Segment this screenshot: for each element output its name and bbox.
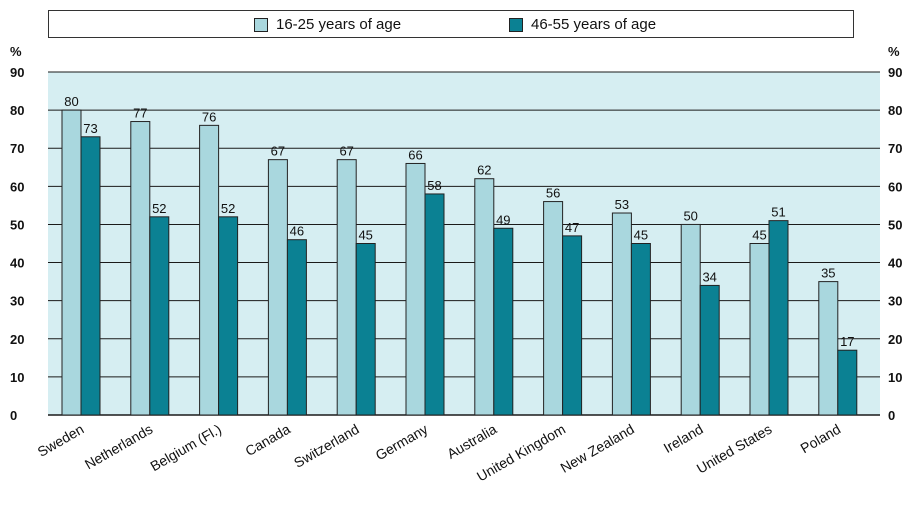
y-tick-label-right: 50 bbox=[888, 217, 902, 232]
data-label: 67 bbox=[339, 144, 353, 159]
bar bbox=[699, 284, 720, 416]
bar bbox=[630, 243, 651, 416]
bar bbox=[149, 216, 170, 416]
data-label: 49 bbox=[496, 212, 510, 227]
bar bbox=[405, 162, 426, 416]
data-label: 50 bbox=[683, 208, 697, 223]
y-tick-label-right: 30 bbox=[888, 294, 902, 309]
y-tick-label-right: 90 bbox=[888, 65, 902, 80]
bar bbox=[267, 159, 288, 416]
data-label: 46 bbox=[290, 224, 304, 239]
data-label: 51 bbox=[771, 205, 785, 220]
y-unit-left: % bbox=[10, 44, 22, 59]
data-label: 56 bbox=[546, 186, 560, 201]
data-label: 52 bbox=[152, 201, 166, 216]
bar bbox=[768, 220, 789, 416]
data-label: 45 bbox=[752, 228, 766, 243]
bar bbox=[749, 243, 770, 416]
y-tick-label-left: 90 bbox=[10, 65, 24, 80]
y-unit-right: % bbox=[888, 44, 900, 59]
y-tick-label-right: 20 bbox=[888, 332, 902, 347]
bar bbox=[837, 349, 858, 416]
bar bbox=[199, 124, 220, 416]
y-tick-label-left: 80 bbox=[10, 103, 24, 118]
x-tick-label: Sweden bbox=[35, 421, 87, 460]
legend-label-16-25: 16-25 years of age bbox=[276, 16, 402, 33]
y-tick-label-right: 80 bbox=[888, 103, 902, 118]
plot-area bbox=[48, 72, 880, 415]
data-label: 66 bbox=[408, 147, 422, 162]
bar bbox=[355, 243, 376, 416]
legend: 16-25 years of age 46-55 years of age bbox=[48, 10, 854, 38]
y-tick-label-left: 20 bbox=[10, 332, 24, 347]
y-tick-label-left: 30 bbox=[10, 294, 24, 309]
data-label: 17 bbox=[840, 334, 854, 349]
x-tick-label: Belgium (Fl.) bbox=[147, 421, 224, 475]
bar bbox=[474, 178, 495, 416]
data-label: 77 bbox=[133, 106, 147, 121]
data-label: 73 bbox=[83, 121, 97, 136]
y-tick-label-left: 0 bbox=[10, 408, 17, 423]
x-tick-label: Canada bbox=[242, 421, 293, 459]
bar bbox=[493, 227, 514, 416]
y-tick-label-left: 70 bbox=[10, 141, 24, 156]
data-label: 62 bbox=[477, 163, 491, 178]
y-tick-label-right: 10 bbox=[888, 370, 902, 385]
x-tick-label: Australia bbox=[444, 421, 499, 462]
x-tick-label: Ireland bbox=[661, 421, 706, 456]
data-label: 47 bbox=[565, 220, 579, 235]
y-tick-label-left: 10 bbox=[10, 370, 24, 385]
bar bbox=[543, 201, 564, 416]
data-label: 76 bbox=[202, 109, 216, 124]
bar bbox=[286, 239, 307, 416]
bar bbox=[218, 216, 239, 416]
bar bbox=[818, 281, 839, 416]
data-label: 34 bbox=[702, 269, 716, 284]
x-tick-label: United States bbox=[694, 421, 775, 477]
data-label: 53 bbox=[615, 197, 629, 212]
x-tick-label: New Zealand bbox=[557, 421, 636, 476]
data-label: 58 bbox=[427, 178, 441, 193]
x-tick-label: Germany bbox=[373, 421, 431, 464]
bar bbox=[130, 121, 151, 416]
x-tick-label: Poland bbox=[798, 421, 844, 457]
bar bbox=[611, 212, 632, 416]
y-tick-label-right: 70 bbox=[888, 141, 902, 156]
y-tick-label-left: 60 bbox=[10, 179, 24, 194]
y-tick-label-right: 40 bbox=[888, 256, 902, 271]
bar bbox=[562, 235, 583, 416]
legend-item-16-25: 16-25 years of age bbox=[254, 16, 401, 33]
legend-item-46-55: 46-55 years of age bbox=[509, 16, 656, 33]
y-tick-label-left: 50 bbox=[10, 217, 24, 232]
y-tick-label-right: 0 bbox=[888, 408, 895, 423]
y-tick-label-right: 60 bbox=[888, 179, 902, 194]
data-label: 67 bbox=[271, 144, 285, 159]
bar bbox=[680, 223, 701, 416]
bar bbox=[424, 193, 445, 416]
data-label: 80 bbox=[64, 94, 78, 109]
legend-swatch-46-55 bbox=[509, 17, 523, 32]
data-label: 35 bbox=[821, 266, 835, 281]
bar bbox=[80, 136, 101, 416]
bar bbox=[61, 109, 82, 416]
data-label: 45 bbox=[358, 228, 372, 243]
data-label: 52 bbox=[221, 201, 235, 216]
bar bbox=[336, 159, 357, 416]
legend-label-46-55: 46-55 years of age bbox=[531, 16, 657, 33]
x-tick-label: Netherlands bbox=[82, 421, 155, 473]
y-tick-label-left: 40 bbox=[10, 256, 24, 271]
x-tick-label: Switzerland bbox=[291, 421, 362, 471]
legend-swatch-16-25 bbox=[254, 17, 268, 32]
data-label: 45 bbox=[634, 228, 648, 243]
